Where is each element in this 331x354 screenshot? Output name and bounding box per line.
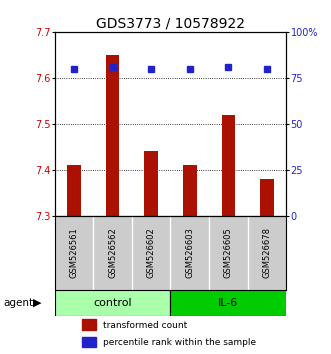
Text: GSM526602: GSM526602 (147, 228, 156, 278)
Bar (183, 165, 197, 216)
Bar (144, 151, 158, 216)
Text: percentile rank within the sample: percentile rank within the sample (103, 338, 257, 347)
Text: control: control (93, 298, 132, 308)
Text: GSM526678: GSM526678 (262, 227, 271, 278)
Bar (82, 337, 96, 347)
Bar (106, 55, 119, 216)
Text: agent: agent (3, 298, 33, 308)
Text: transformed count: transformed count (103, 321, 188, 330)
Text: GSM526605: GSM526605 (224, 228, 233, 278)
Text: GSM526603: GSM526603 (185, 227, 194, 278)
Text: ▶: ▶ (33, 298, 42, 308)
Text: GSM526562: GSM526562 (108, 228, 117, 278)
Bar (82, 319, 96, 330)
Bar (170, 290, 286, 316)
Text: IL-6: IL-6 (218, 298, 239, 308)
Bar (222, 115, 235, 216)
Bar (260, 179, 274, 216)
Text: GSM526561: GSM526561 (70, 228, 78, 278)
Bar (67, 165, 81, 216)
Bar (55, 290, 170, 316)
Title: GDS3773 / 10578922: GDS3773 / 10578922 (96, 17, 245, 31)
